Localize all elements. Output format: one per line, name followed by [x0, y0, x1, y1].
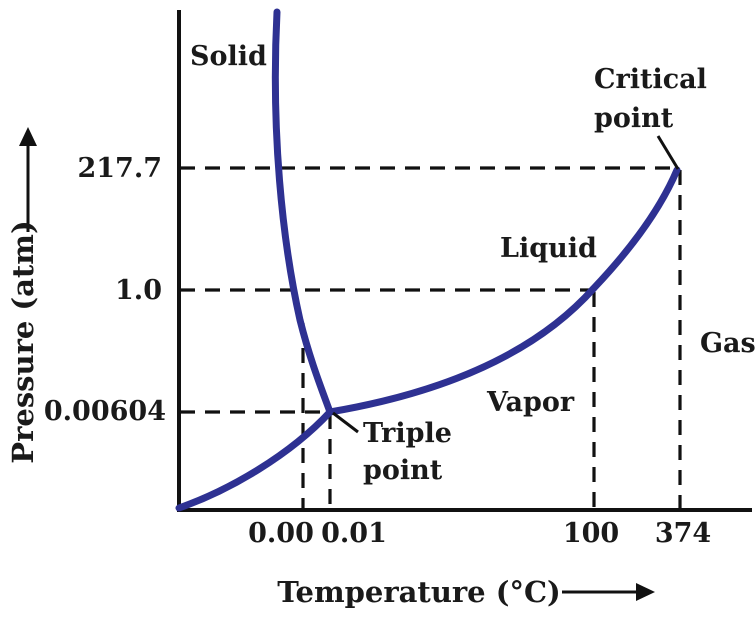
y-tick-1-0: 1.0	[115, 275, 162, 306]
triple-point-label-line2: point	[363, 455, 443, 486]
melting-curve	[271, 8, 334, 416]
x-tick-100: 100	[563, 518, 619, 549]
triple-point-label-line1: Triple	[363, 418, 452, 449]
vaporization-curve	[326, 166, 681, 416]
x-tick-0-00: 0.00	[248, 518, 314, 549]
triple-point-pointer	[332, 411, 359, 434]
y-axis-arrow	[19, 127, 37, 232]
region-solid: Solid	[190, 41, 267, 72]
region-vapor: Vapor	[486, 387, 575, 418]
x-axis-arrow	[562, 583, 655, 601]
y-tick-0-00604: 0.00604	[44, 396, 166, 427]
x-tick-374: 374	[655, 518, 711, 549]
x-tick-0-01: 0.01	[321, 518, 387, 549]
y-axis-title: Pressure (atm)	[6, 220, 40, 463]
region-liquid: Liquid	[500, 233, 597, 264]
critical-point-pointer	[656, 135, 680, 170]
critical-point-label-line2: point	[594, 103, 674, 134]
region-gas: Gas	[700, 328, 755, 359]
x-axis-title: Temperature (°C)	[277, 575, 561, 609]
y-tick-217-7: 217.7	[77, 153, 162, 184]
critical-point-label-line1: Critical	[594, 64, 707, 95]
sublimation-curve	[175, 408, 334, 512]
